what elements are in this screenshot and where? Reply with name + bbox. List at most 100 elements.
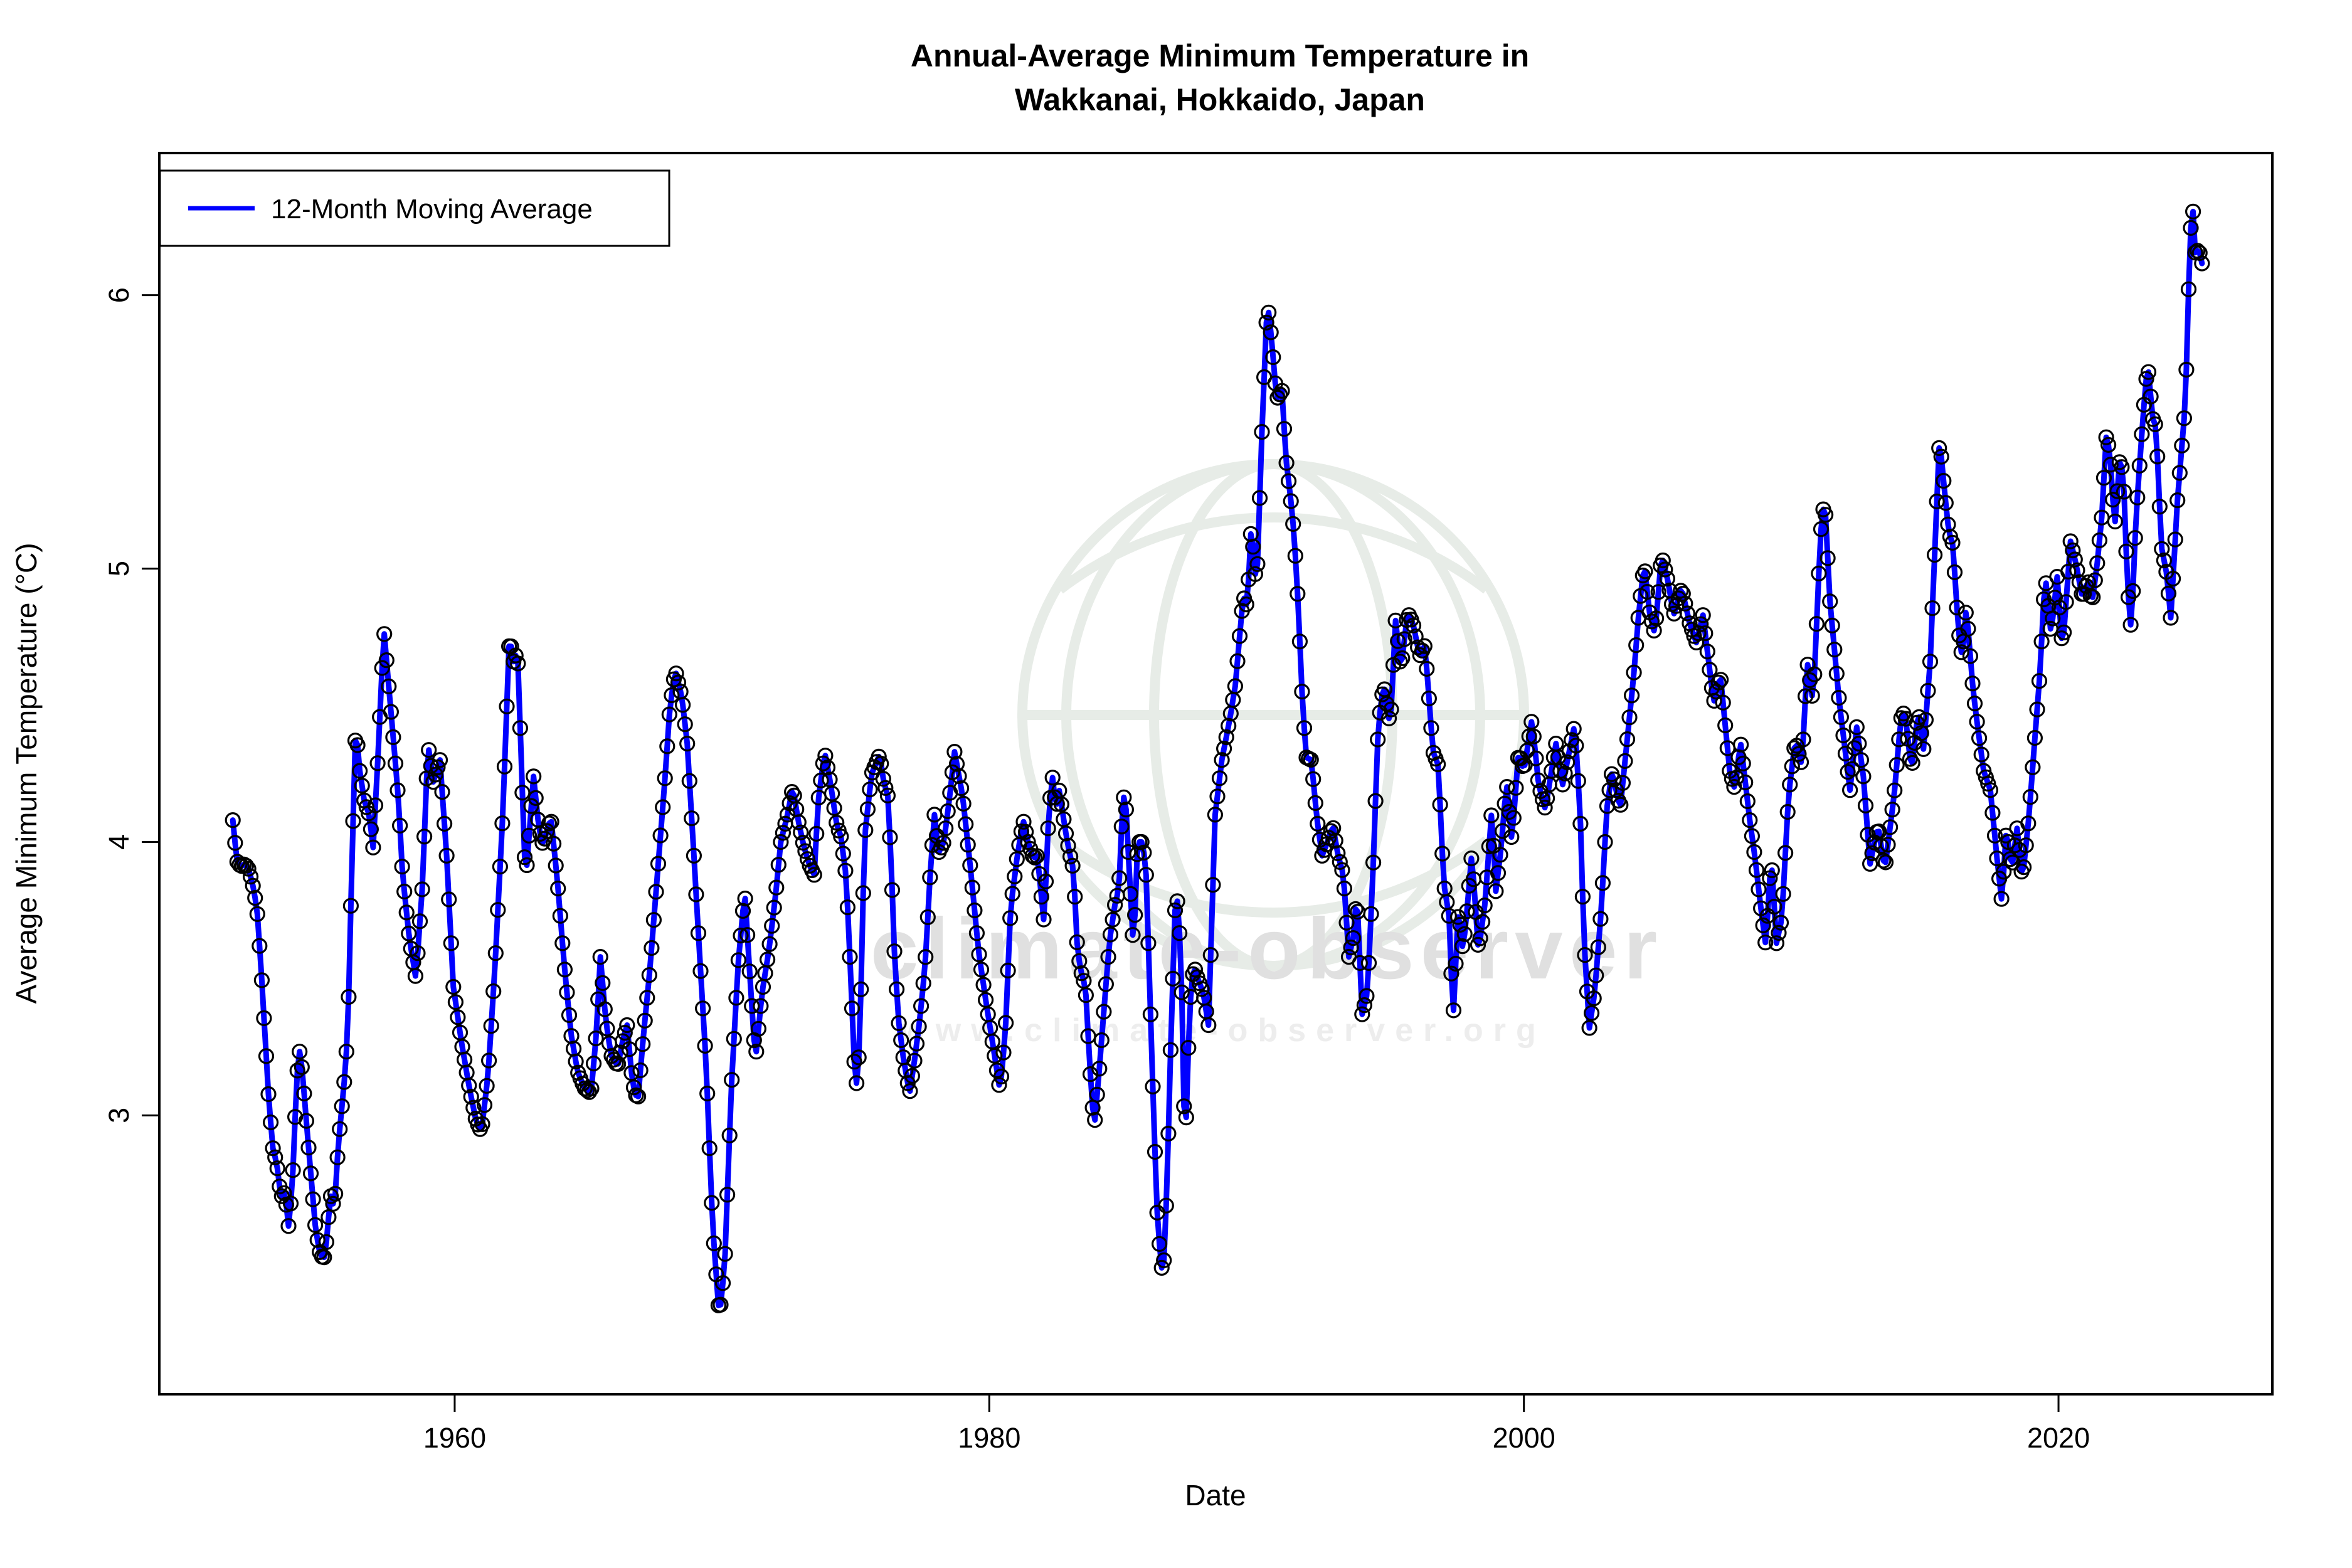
data-point-marker xyxy=(1271,386,1288,403)
data-point-marker xyxy=(552,908,568,924)
data-point-marker xyxy=(1621,709,1638,726)
data-point-marker xyxy=(2156,552,2172,569)
data-point-marker xyxy=(2138,371,2154,387)
data-point-marker xyxy=(652,827,669,844)
data-point-marker xyxy=(1702,662,1718,678)
data-point-marker xyxy=(2087,572,2103,588)
data-point-marker xyxy=(383,704,400,720)
data-point-marker xyxy=(1793,754,1809,770)
data-point-marker xyxy=(1679,605,1695,622)
data-point-marker xyxy=(1405,617,1422,633)
data-point-marker xyxy=(997,1015,1014,1031)
data-point-marker xyxy=(2056,624,2072,640)
data-point-marker xyxy=(717,1246,733,1262)
data-point-marker xyxy=(1156,1252,1172,1269)
data-point-marker xyxy=(1710,674,1727,691)
data-point-marker xyxy=(2118,543,2134,559)
data-point-marker xyxy=(363,821,379,837)
data-point-marker xyxy=(1844,761,1860,777)
data-point-marker xyxy=(1136,844,1152,861)
data-point-marker xyxy=(724,1072,740,1088)
data-point-marker xyxy=(879,787,896,804)
data-point-marker xyxy=(1842,782,1858,798)
data-point-marker xyxy=(1936,472,1952,489)
data-point-marker xyxy=(1528,750,1544,766)
data-point-marker xyxy=(815,755,832,771)
data-point-marker xyxy=(583,1080,600,1097)
data-point-marker xyxy=(1779,803,1796,820)
data-point-marker xyxy=(559,984,575,1000)
data-point-marker xyxy=(1291,633,1308,650)
data-point-marker xyxy=(280,1218,297,1234)
data-point-marker xyxy=(1922,654,1939,670)
data-point-marker xyxy=(639,990,655,1006)
data-point-marker xyxy=(1064,857,1081,874)
data-point-marker xyxy=(1178,1109,1194,1126)
data-point-marker xyxy=(1592,911,1609,927)
data-point-marker xyxy=(1147,1143,1163,1160)
data-point-marker xyxy=(245,877,261,894)
data-point-marker xyxy=(1570,773,1586,789)
data-point-marker xyxy=(846,1054,862,1070)
data-point-marker xyxy=(1060,837,1076,854)
data-point-marker xyxy=(342,898,359,914)
data-point-marker xyxy=(2169,492,2186,509)
data-point-marker xyxy=(1993,891,2010,907)
data-point-marker xyxy=(1581,1020,1597,1036)
data-point-marker xyxy=(734,903,751,919)
data-point-marker xyxy=(1443,965,1459,982)
data-point-marker xyxy=(434,783,450,800)
data-point-marker xyxy=(450,1009,466,1025)
y-tick-label: 3 xyxy=(103,1108,135,1123)
data-point-marker xyxy=(938,820,954,837)
data-point-marker xyxy=(410,945,426,961)
data-point-marker xyxy=(2109,483,2126,499)
data-point-marker xyxy=(2033,633,2050,650)
data-point-marker xyxy=(1209,788,1226,805)
data-point-marker xyxy=(1363,906,1379,922)
data-point-marker xyxy=(960,837,976,853)
data-point-marker xyxy=(1211,770,1228,787)
data-point-marker xyxy=(369,755,386,771)
data-point-marker xyxy=(576,1080,593,1097)
globe-icon xyxy=(1017,459,1529,971)
data-point-marker xyxy=(1452,916,1468,933)
data-point-marker xyxy=(1354,1006,1370,1022)
data-point-marker xyxy=(922,869,938,886)
data-point-marker xyxy=(1927,546,1943,563)
data-point-marker xyxy=(1231,628,1248,644)
data-point-marker xyxy=(839,899,856,916)
data-point-marker xyxy=(906,1052,923,1069)
data-point-marker xyxy=(1984,805,2001,821)
data-point-marker xyxy=(1568,738,1584,754)
data-point-marker xyxy=(1619,731,1636,748)
data-point-marker xyxy=(1699,644,1715,660)
y-tick-label: 6 xyxy=(103,287,135,303)
data-point-marker xyxy=(394,859,410,875)
data-point-marker xyxy=(247,889,263,906)
data-point-marker xyxy=(973,961,990,978)
data-point-marker xyxy=(737,890,753,907)
data-point-marker xyxy=(1122,886,1139,902)
data-point-marker xyxy=(336,1074,352,1090)
data-point-marker xyxy=(1554,776,1571,793)
chart-title-line2: Wakkanai, Hokkaido, Japan xyxy=(1015,82,1425,117)
data-point-marker xyxy=(1392,654,1408,670)
data-point-marker xyxy=(1882,819,1899,835)
data-point-marker xyxy=(915,975,931,992)
data-point-marker xyxy=(1338,914,1355,931)
data-point-marker xyxy=(1432,797,1448,813)
data-point-marker xyxy=(764,918,780,934)
data-point-marker xyxy=(975,977,992,993)
data-point-marker xyxy=(958,816,974,832)
data-point-marker xyxy=(2060,563,2077,580)
data-point-marker xyxy=(1383,701,1399,718)
data-point-marker xyxy=(476,1097,493,1113)
data-point-marker xyxy=(1835,727,1851,744)
data-point-marker xyxy=(514,785,531,801)
data-point-marker xyxy=(354,777,370,794)
data-point-marker xyxy=(407,968,424,984)
watermark: climate-observer www.climate-observer.or… xyxy=(871,459,1657,1049)
data-point-marker xyxy=(1772,914,1789,931)
data-point-marker xyxy=(503,638,519,655)
